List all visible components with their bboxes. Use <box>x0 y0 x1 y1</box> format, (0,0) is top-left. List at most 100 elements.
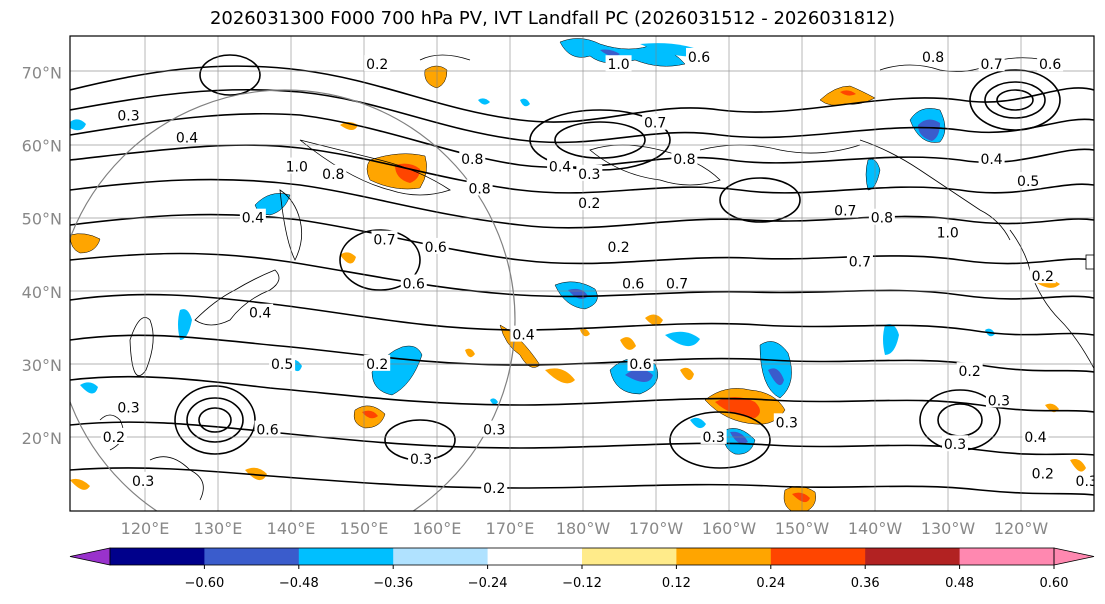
colorbar: −0.60 −0.48 −0.36 −0.24 −0.12 0.12 0.24 0.36 0.4… <box>69 547 1095 591</box>
contour-label: 0.6 <box>425 240 447 256</box>
contour-label-bg <box>1022 427 1049 444</box>
contour-label-bg <box>115 106 142 123</box>
contour-label: 0.4 <box>176 130 198 146</box>
contour-label: 0.4 <box>1024 430 1046 446</box>
longitude-label: 160°E <box>413 519 462 538</box>
contour-label: 0.2 <box>483 481 505 497</box>
longitude-label: 170°E <box>486 519 535 538</box>
contour-label-bg <box>942 435 969 452</box>
contour-label: 0.4 <box>249 306 271 322</box>
contour-label: 0.2 <box>366 57 388 73</box>
contour-label: 1.0 <box>607 57 629 73</box>
colorbar-tick-label: 0.48 <box>945 576 974 591</box>
inset-box <box>1085 254 1094 270</box>
longitude-label: 180°W <box>556 519 611 538</box>
contour-label: 0.7 <box>849 255 871 271</box>
contour-label-bg <box>254 420 281 437</box>
contour-label: 0.2 <box>578 196 600 212</box>
latitude-label: 30°N <box>22 356 62 375</box>
contour-label: 0.4 <box>512 328 534 344</box>
contour-label: 0.6 <box>629 357 651 373</box>
contour-label: 0.3 <box>1076 474 1098 490</box>
colorbar-tick-label: −0.60 <box>184 576 224 591</box>
contour-label-bg <box>605 55 632 72</box>
contour-label: 0.6 <box>1039 57 1061 73</box>
gridlines <box>70 36 1094 511</box>
contour-label-bg <box>408 449 435 466</box>
contour-label-bg <box>466 179 493 196</box>
contour-label-bg <box>115 398 142 415</box>
colorbar-extend-max <box>1053 547 1095 566</box>
longitude-label: 160°W <box>702 519 757 538</box>
contour-label-bg <box>978 55 1005 72</box>
contour-label: 0.5 <box>271 357 293 373</box>
contour-label-bg <box>620 274 647 291</box>
contour-label-bg <box>422 237 449 254</box>
colorbar-tick-label: −0.24 <box>468 576 508 591</box>
contour-label-bg <box>1073 471 1094 488</box>
contour-label-bg <box>832 201 859 218</box>
contour-label: 0.3 <box>944 437 966 453</box>
contour-label-bg <box>364 354 391 371</box>
colorbar-bin <box>865 548 961 565</box>
contour-label: 0.5 <box>1017 174 1039 190</box>
contour-label: 0.2 <box>103 430 125 446</box>
colorbar-bin <box>582 548 677 565</box>
contour-label-bg <box>985 391 1012 408</box>
contour-label-bg <box>1037 55 1064 72</box>
contour-label-bg <box>978 150 1005 167</box>
contour-label-bg <box>576 164 603 181</box>
longitude-label: 120°W <box>994 519 1049 538</box>
contour-label: 0.2 <box>1032 466 1054 482</box>
colorbar-bin <box>770 548 866 565</box>
contour-label: 0.8 <box>322 167 344 183</box>
contour-label-bg <box>130 471 157 488</box>
longitude-label: 150°W <box>775 519 830 538</box>
contour-label: 0.8 <box>922 50 944 66</box>
latitude-label: 50°N <box>22 210 62 229</box>
contour-labels: 0.2 1.0 0.6 0.8 0.7 0.6 0.3 0.4 1.0 0.8 0.8 0.8 0.4 0… <box>100 47 1098 497</box>
contour-label: 1.0 <box>286 160 308 176</box>
contour-label: 0.3 <box>410 452 432 468</box>
contour-label: 0.3 <box>117 108 139 124</box>
contour-label-bg <box>920 47 947 64</box>
contour-label-bg <box>773 413 800 430</box>
contour-label-bg <box>934 223 961 240</box>
coastlines <box>99 54 1094 501</box>
contour-label: 0.6 <box>256 423 278 439</box>
map-panel <box>70 36 1094 511</box>
colorbar-bin <box>298 548 394 565</box>
contour-label: 0.2 <box>607 240 629 256</box>
contour-label: 0.7 <box>834 203 856 219</box>
colorbar-extend-min <box>69 547 111 566</box>
latitude-label: 40°N <box>22 283 62 302</box>
contour-label: 0.3 <box>483 423 505 439</box>
contour-label-bg <box>239 208 266 225</box>
longitude-label: 120°E <box>121 519 170 538</box>
contour-label-bg <box>1029 267 1056 284</box>
contour-label: 0.3 <box>776 415 798 431</box>
colorbar-bin <box>393 548 489 565</box>
contour-label: 0.2 <box>1032 269 1054 285</box>
contour-label-bg <box>700 427 727 444</box>
contour-label-bg <box>174 128 201 145</box>
colorbar-bin <box>204 548 300 565</box>
contour-label-bg <box>510 325 537 342</box>
colorbar-bin <box>676 548 772 565</box>
latitude-label: 60°N <box>22 137 62 156</box>
contour-label: 0.7 <box>980 57 1002 73</box>
map-title: 2026031300 F000 700 hPa PV, IVT Landfall… <box>209 8 896 29</box>
contour-label-bg <box>269 354 296 371</box>
contour-label: 0.8 <box>871 211 893 227</box>
contour-label-bg <box>1015 172 1042 189</box>
contour-label-bg <box>956 362 983 379</box>
contour-label-bg <box>627 354 654 371</box>
contour-label: 0.6 <box>688 50 710 66</box>
contour-label: 0.7 <box>644 116 666 132</box>
contour-label-bg <box>686 47 713 64</box>
contour-label-bg <box>400 274 427 291</box>
longitude-label: 130°W <box>921 519 976 538</box>
contour-label-bg <box>868 208 895 225</box>
contour-label-bg <box>481 420 508 437</box>
